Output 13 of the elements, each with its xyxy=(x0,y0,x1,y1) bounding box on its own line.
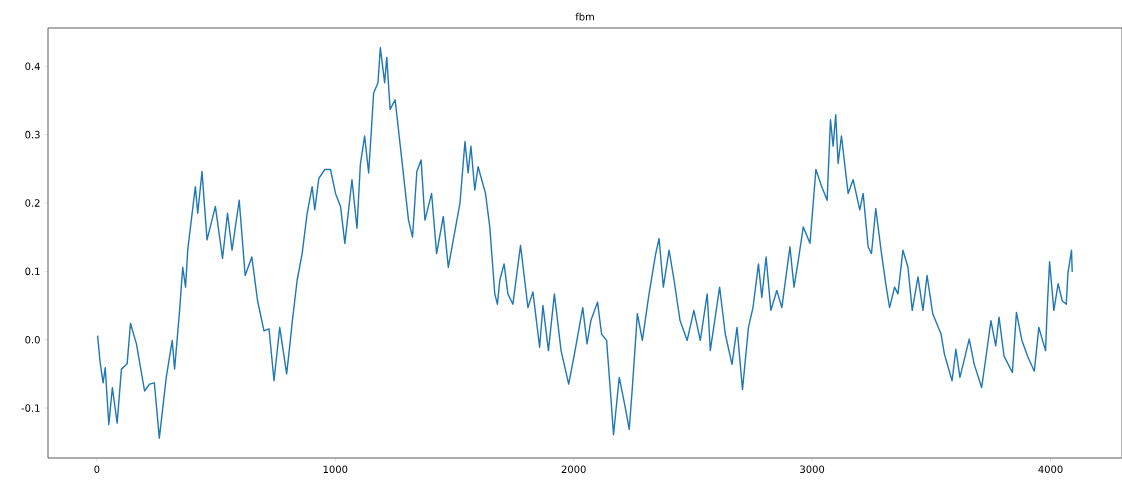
x-tick-label: 1000 xyxy=(323,465,348,474)
y-tick-label: 0.4 xyxy=(25,62,40,71)
y-tick-label: -0.1 xyxy=(21,404,40,412)
y-tick-label: 0.1 xyxy=(25,267,40,276)
x-tick-label: 2000 xyxy=(561,465,586,474)
x-tick-label: 3000 xyxy=(800,465,825,474)
chart-title: fbm xyxy=(575,12,594,21)
x-tick-label: 4000 xyxy=(1038,465,1063,474)
y-tick-label: 0.2 xyxy=(25,199,40,207)
line-series xyxy=(96,47,1073,439)
y-tick-label: 0.0 xyxy=(25,335,40,344)
x-tick-label: 0 xyxy=(94,465,100,474)
y-tick-label: 0.3 xyxy=(25,130,40,139)
